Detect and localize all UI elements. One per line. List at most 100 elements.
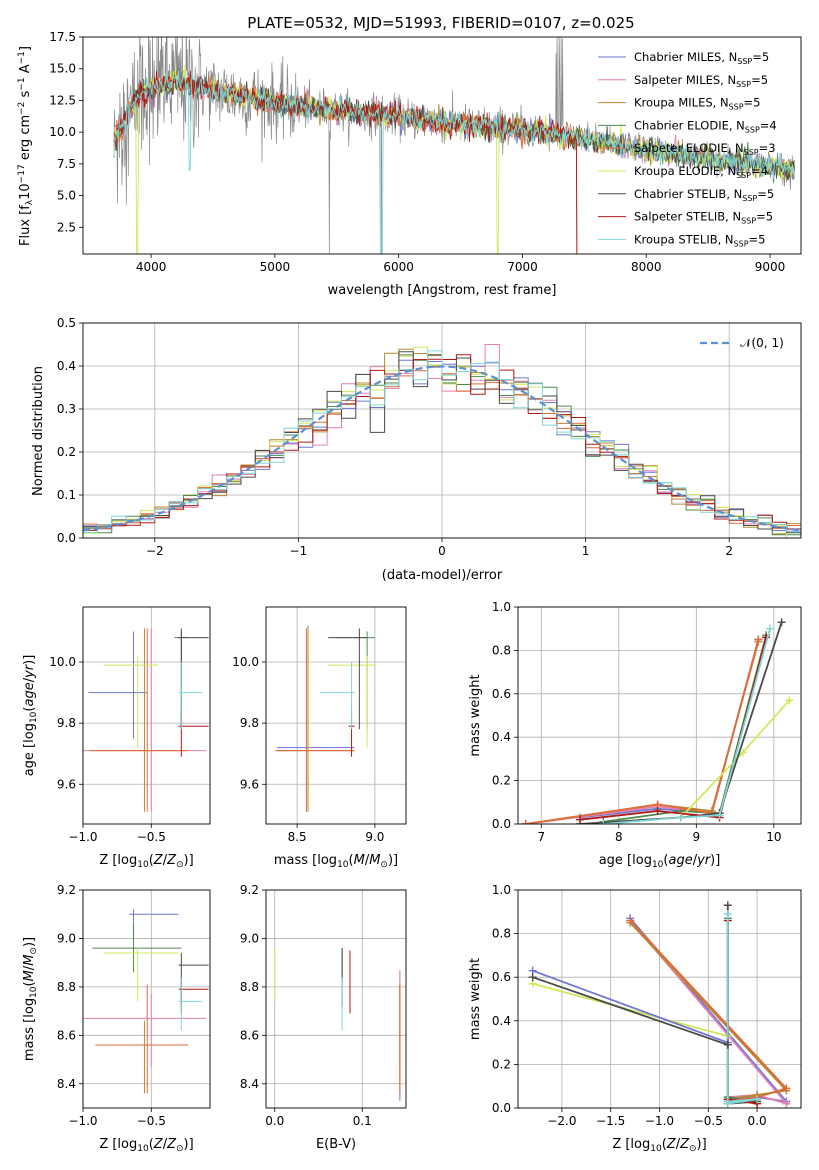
legend-value: =5 <box>744 96 761 110</box>
label-part: 10 <box>137 1144 149 1154</box>
label-part: 10 <box>29 986 39 998</box>
legend-name: Chabrier ELODIE, N <box>634 118 745 132</box>
legend-name: Kroupa STELIB, N <box>634 232 734 246</box>
legend-sub: SSP <box>744 148 759 157</box>
label-part: Z <box>166 853 177 868</box>
label-part: Z <box>679 1137 690 1152</box>
legend-sub: SSP <box>742 194 757 203</box>
weight-line <box>579 699 791 824</box>
label-part: )] <box>697 1137 707 1152</box>
y-axis-label: mass [log10(M/M⊙)] <box>22 937 39 1061</box>
legend-value: =5 <box>751 73 768 87</box>
legend-value: =3 <box>759 141 776 155</box>
weight-marker <box>782 1099 791 1108</box>
label-part: M <box>22 970 37 981</box>
label-part: ⊙ <box>29 947 39 955</box>
legend-value: =5 <box>757 187 774 201</box>
weight-line <box>726 920 758 1105</box>
axes-frame <box>265 889 407 1109</box>
label-part: / <box>163 1137 168 1152</box>
tick-label-x: 0.1 <box>353 1114 372 1128</box>
x-axis-label: (data-model)/error <box>382 568 503 583</box>
tick-label-x: 10 <box>766 830 781 844</box>
tick-label-y: 8.4 <box>57 1077 76 1091</box>
legend-entry: Chabrier MILES, NSSP=5 <box>634 50 769 66</box>
label-part: )] <box>388 853 398 868</box>
weight-line <box>532 976 729 1046</box>
weight-line <box>525 639 760 824</box>
weight-marker <box>528 973 537 982</box>
weight-marker <box>777 618 786 627</box>
label-part: Z [log <box>99 853 137 868</box>
legend-name: Chabrier STELIB, N <box>634 187 742 201</box>
legend-entry: Salpeter MILES, NSSP=5 <box>634 73 768 89</box>
tick-label-y: 0.6 <box>492 970 511 984</box>
label-part: Z <box>666 1137 677 1152</box>
label-part: −17 <box>17 164 27 183</box>
legend-name: Kroupa MILES, N <box>634 96 729 110</box>
tick-label-y: 0.0 <box>492 817 511 831</box>
x-axis-label: age [log10(age/yr)] <box>599 853 721 870</box>
tick-label-x: −1 <box>290 544 308 558</box>
weight-line <box>726 918 758 1105</box>
x-axis-label: Z [log10(Z/Z⊙)] <box>99 1137 193 1154</box>
label-part: / <box>163 853 168 868</box>
tick-label-y: 9.6 <box>240 777 259 791</box>
plot-area <box>83 344 801 538</box>
panel-mass-vs-ebv: 0.0 0.1 8.4 8.6 8.8 9.0 9.2 E(B-V) <box>240 883 407 1152</box>
label-part: age <box>22 682 37 706</box>
label-part: )] <box>22 937 37 947</box>
label-part: erg cm <box>18 115 33 164</box>
label-part: / <box>22 677 37 682</box>
tick-label-x: 1 <box>582 544 590 558</box>
weight-line <box>726 905 758 1105</box>
tick-label-x: −0.5 <box>694 1114 723 1128</box>
label-part: −2 <box>17 102 27 115</box>
tick-label-x: 5000 <box>260 260 291 274</box>
tick-label-x: −0.5 <box>137 1114 166 1128</box>
tick-label-x: 9 <box>693 830 701 844</box>
plot-area <box>83 909 209 1094</box>
tick-label-x: 4000 <box>136 260 167 274</box>
x-axis-label: Z [log10(Z/Z⊙)] <box>612 1137 706 1154</box>
label-part: )] <box>184 853 194 868</box>
tick-label-y: 9.6 <box>57 777 76 791</box>
label-part: 10 <box>29 711 39 723</box>
label-part: Z [log <box>612 1137 650 1152</box>
tick-label-x: 0 <box>438 544 446 558</box>
tick-label-y: 9.0 <box>57 931 76 945</box>
label-part: age [log <box>599 853 652 868</box>
tick-label-y: 12.5 <box>49 93 76 107</box>
label-part: 10 <box>652 860 664 870</box>
tick-label-y: 7.5 <box>57 157 76 171</box>
label-part: A <box>18 64 33 77</box>
label-part: −1 <box>17 77 27 90</box>
tick-label-x: −2 <box>146 544 164 558</box>
label-part: yr <box>22 663 37 679</box>
tick-label-y: 2.5 <box>57 220 76 234</box>
label-part: ] <box>18 46 33 51</box>
axes-frame <box>82 889 211 1109</box>
tick-label-y: 1.0 <box>492 883 511 897</box>
weight-line <box>532 969 729 1044</box>
weight-marker <box>599 820 608 824</box>
tick-label-y: 10.0 <box>232 655 259 669</box>
weight-line <box>603 628 771 824</box>
plot-area <box>113 37 796 254</box>
legend-entry: Chabrier ELODIE, NSSP=4 <box>634 118 777 134</box>
label-part: / <box>365 853 370 868</box>
tick-label-y: 8.6 <box>57 1028 76 1042</box>
legend-name: Chabrier MILES, N <box>634 50 737 64</box>
label-part: ⊙ <box>176 1144 184 1154</box>
tick-label-y: 1.0 <box>492 600 511 614</box>
legend-value: =4 <box>760 118 777 132</box>
tick-label-y: 0.0 <box>57 531 76 545</box>
weight-marker <box>715 811 724 820</box>
label-part: mass [log <box>22 998 37 1061</box>
y-axis-label: Normed distribution <box>31 366 46 496</box>
tick-label-x: −0.5 <box>137 830 166 844</box>
plot-area <box>274 948 401 1101</box>
y-axis-label: mass weight <box>468 958 483 1040</box>
